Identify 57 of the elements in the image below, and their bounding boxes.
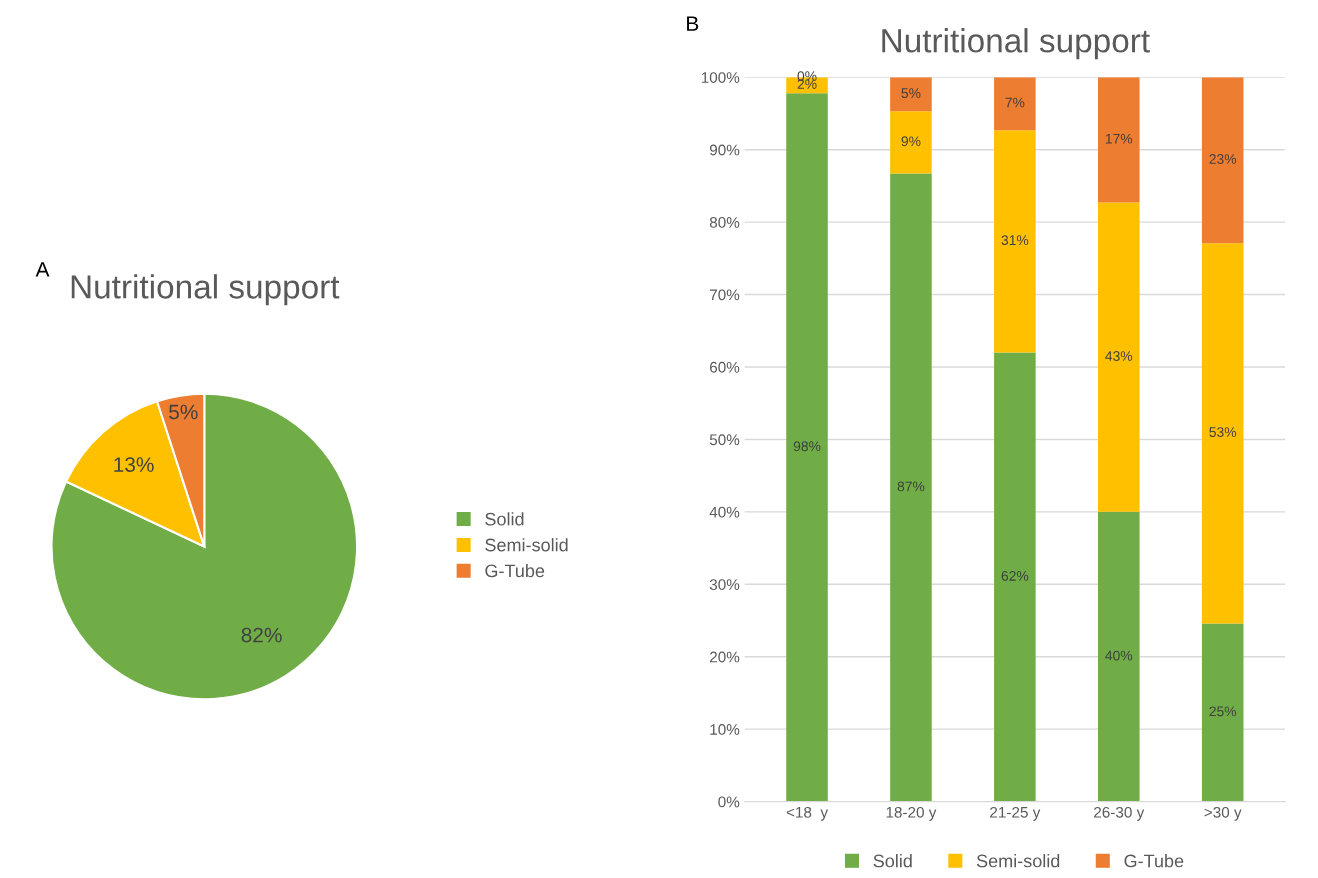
- y-tick-label: 80%: [709, 217, 740, 228]
- bar: [1201, 623, 1244, 802]
- y-tick-label: 20%: [710, 651, 740, 663]
- data-label: 82%: [241, 627, 282, 643]
- x-tick-label: <18 y: [786, 806, 829, 821]
- x-tick-label: >30 y: [1204, 806, 1242, 821]
- x-tick-label: 21-25 y: [990, 806, 1041, 821]
- text: B: [687, 16, 699, 31]
- legend-label: Semi-solid: [976, 854, 1060, 868]
- data-label: 13%: [114, 457, 154, 472]
- data-label: 25%: [1209, 706, 1237, 717]
- bar: [994, 352, 1036, 802]
- data-label: 31%: [1001, 235, 1029, 246]
- bar: [994, 130, 1036, 353]
- legend-label: G-Tube: [1124, 854, 1184, 868]
- y-tick-label: 40%: [709, 506, 740, 518]
- data-label: 9%: [901, 136, 921, 147]
- y-tick-label: 70%: [710, 289, 740, 301]
- data-label: 7%: [1005, 97, 1025, 108]
- legend-label: Solid: [485, 512, 524, 526]
- bar: [994, 77, 1036, 131]
- x-tick-label: 26-30 y: [1094, 806, 1145, 821]
- data-label: 43%: [1105, 351, 1133, 361]
- y-tick-label: 30%: [709, 579, 740, 590]
- data-label: 40%: [1105, 650, 1133, 661]
- y-tick-label: 100%: [701, 72, 740, 83]
- bar: [1098, 511, 1140, 802]
- chart-title: Nutritional support: [882, 28, 1150, 60]
- bar: [1098, 77, 1140, 203]
- y-tick-label: 60%: [710, 361, 740, 373]
- data-label: 62%: [1001, 570, 1029, 581]
- data-label: 87%: [897, 481, 925, 492]
- y-tick-label: 50%: [709, 434, 740, 446]
- x-tick-label: 18-20 y: [886, 806, 937, 821]
- data-label: 53%: [1209, 427, 1237, 438]
- bar: [1201, 77, 1244, 244]
- bar: [890, 77, 932, 112]
- data-label: 5%: [169, 404, 198, 420]
- data-label: 5%: [901, 88, 921, 99]
- bar: [1201, 243, 1244, 624]
- chart-title: Nutritional support: [71, 274, 340, 306]
- y-tick-label: 0%: [718, 796, 740, 808]
- pie-slice: [50, 392, 359, 701]
- legend-label: G-Tube: [485, 564, 545, 578]
- bar: [786, 93, 828, 802]
- data-label: 2%: [797, 79, 817, 89]
- data-label: 98%: [793, 441, 821, 452]
- data-label: 17%: [1105, 133, 1133, 144]
- y-tick-label: 10%: [710, 724, 740, 735]
- bar: [1098, 202, 1140, 512]
- data-label: 23%: [1209, 154, 1237, 164]
- legend-label: Semi-solid: [485, 538, 568, 552]
- legend-label: Solid: [873, 854, 912, 868]
- text: A: [35, 262, 50, 277]
- y-tick-label: 90%: [709, 144, 740, 156]
- bar: [890, 111, 932, 174]
- bar: [890, 173, 932, 802]
